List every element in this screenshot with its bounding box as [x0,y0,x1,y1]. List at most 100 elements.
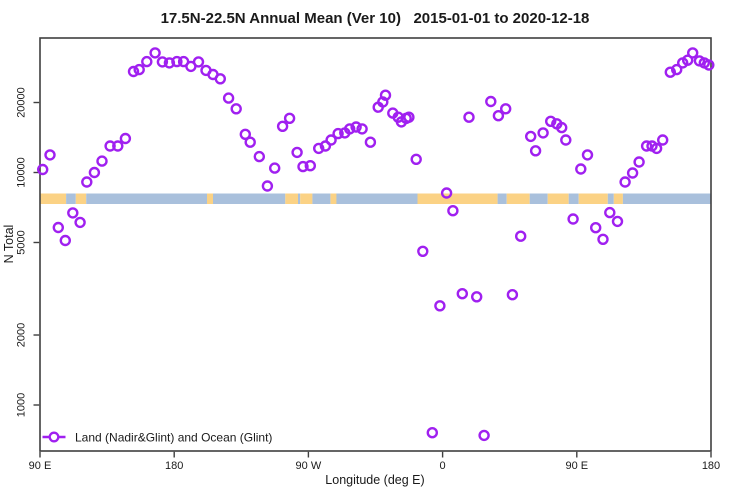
data-point [88,166,101,179]
data-point [112,140,124,152]
data-point [640,140,653,152]
map-band-segment-ocean [298,193,301,204]
plot-border [39,37,712,452]
map-band-segment-land [300,193,313,204]
y-tick-label: 2000 [16,323,28,347]
data-point [560,134,572,146]
legend-marker-icon [48,431,60,443]
map-band-segment-ocean [497,193,507,204]
data-point [141,55,153,68]
x-tick-label: 90 E [565,460,588,472]
data-point [52,221,64,234]
data-point [478,429,490,442]
data-point [567,213,579,225]
map-band-segment-ocean [607,193,614,204]
data-point [556,121,568,134]
x-tick-label: 90 E [29,460,52,472]
data-point [59,234,72,247]
data-point [325,134,337,146]
data-point [313,142,325,155]
data-point [96,155,108,167]
data-point [244,136,256,148]
map-band-segment-ocean [66,193,76,204]
data-point [619,176,631,188]
map-band-segment-ocean [568,193,579,204]
map-band-segment-ocean [336,193,418,204]
data-point [515,230,527,242]
data-point [633,156,645,168]
data-point [230,103,242,115]
data-point [261,180,274,192]
y-tick-label: 1000 [16,393,28,417]
data-point [529,145,542,157]
data-point [525,130,537,143]
data-point [657,134,669,146]
map-band-segment-land [285,193,298,204]
data-point [239,128,252,141]
map-band-segment-land [75,193,87,204]
map-band-segment-land [417,193,498,204]
map-band-segment-ocean [529,193,548,204]
map-band-segment-land [40,193,67,204]
data-point [682,54,694,66]
data-point [492,109,505,122]
map-band-segment-ocean [312,193,331,204]
y-tick-label: 5000 [16,230,28,254]
x-tick-label: 180 [702,460,720,472]
data-point [687,47,699,59]
x-tick-label: 180 [165,460,183,472]
y-axis-title: N Total [2,225,16,264]
x-tick-label: 0 [440,460,446,472]
data-point [37,163,49,176]
axes: 90 E 180 90 W 0 90 E 180 1000 2000 5000 10000 2000… [16,37,720,472]
data-point [253,150,265,163]
data-point [703,59,715,71]
data-point [149,47,161,59]
data-point [171,55,183,68]
x-axis-title: Longitude (deg E) [325,473,424,487]
data-point [291,146,303,159]
data-point [214,73,227,85]
data-point [426,427,438,439]
data-point [67,207,79,219]
data-point [269,162,281,174]
data-point [222,92,235,104]
map-band [40,193,711,204]
data-point [575,163,587,175]
map-band-segment-land [330,193,337,204]
legend: Land (Nadir&Glint) and Ocean (Glint) [42,431,272,445]
data-point [276,120,289,133]
data-point [604,206,616,219]
data-point [471,291,483,303]
data-point [440,187,453,199]
data-point [356,123,368,135]
map-band-segment-land [207,193,213,204]
data-point [434,300,446,312]
map-band-segment-land [578,193,608,204]
data-point [500,103,512,115]
data-point [447,204,459,217]
data-point [44,149,56,161]
data-point [456,288,468,300]
data-point [403,111,415,123]
map-band-segment-ocean [86,193,207,204]
map-band-segment-land [506,193,530,204]
map-band-segment-ocean [622,193,711,204]
data-point [597,233,609,246]
chart-title: 17.5N-22.5N Annual Mean (Ver 10) 2015-01… [161,10,590,27]
data-point [590,221,602,234]
data-point [304,159,316,172]
data-point [537,127,549,139]
data-point [671,63,683,76]
data-point [611,215,624,228]
data-point [156,56,169,68]
data-point [506,289,519,301]
data-points [37,47,715,442]
data-point [664,66,676,78]
x-tick-label: 90 W [296,460,322,472]
data-point [545,115,557,128]
data-point [626,167,639,179]
data-point [163,57,176,69]
data-point [119,132,132,145]
